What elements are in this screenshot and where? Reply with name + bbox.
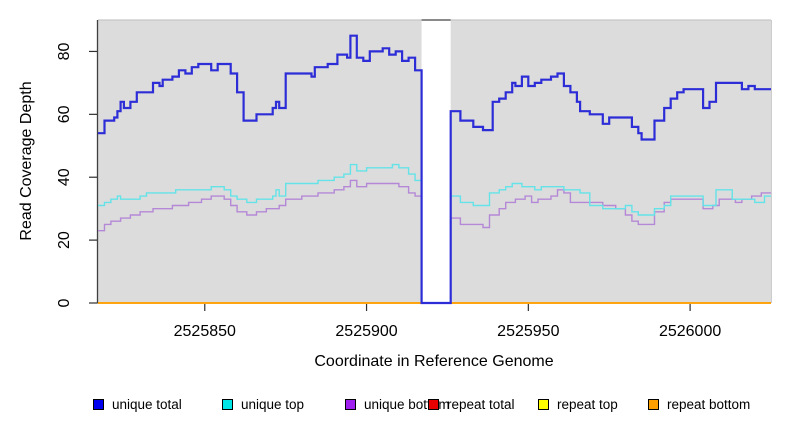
legend-label: repeat total [447, 396, 515, 412]
series-unique-total [98, 34, 771, 305]
legend-swatch [222, 398, 233, 410]
y-tick-label: 60 [56, 105, 73, 123]
y-tick-label: 80 [56, 42, 73, 60]
series-unique-top [98, 163, 771, 304]
legend-item-unique-total: unique total [93, 396, 182, 412]
legend-item-repeat-bottom: repeat bottom [648, 396, 751, 412]
x-axis-title: Coordinate in Reference Genome [314, 353, 554, 370]
legend-swatch [93, 398, 104, 410]
y-tick-label: 20 [56, 231, 73, 249]
legend-item-repeat-top: repeat top [538, 396, 618, 412]
x-tick-label: 2525950 [497, 323, 559, 340]
y-tick-label: 0 [56, 298, 73, 307]
legend-label: repeat top [557, 396, 618, 412]
x-tick-label: 2525900 [335, 323, 397, 340]
y-axis-title: Read Coverage Depth [18, 81, 35, 241]
y-tick-label: 40 [56, 168, 73, 186]
x-tick-label: 2526000 [659, 323, 721, 340]
x-tick-label: 2525850 [174, 323, 236, 340]
legend-label: unique top [241, 396, 305, 412]
legend-swatch [538, 398, 549, 410]
legend-swatch [648, 398, 659, 410]
gap-region [421, 20, 451, 303]
legend-swatch [428, 398, 439, 410]
legend-item-repeat-total: repeat total [428, 396, 515, 412]
legend-swatch [345, 398, 356, 410]
legend-label: unique total [112, 396, 182, 412]
legend-label: repeat bottom [667, 396, 751, 412]
legend-item-unique-top: unique top [222, 396, 305, 412]
